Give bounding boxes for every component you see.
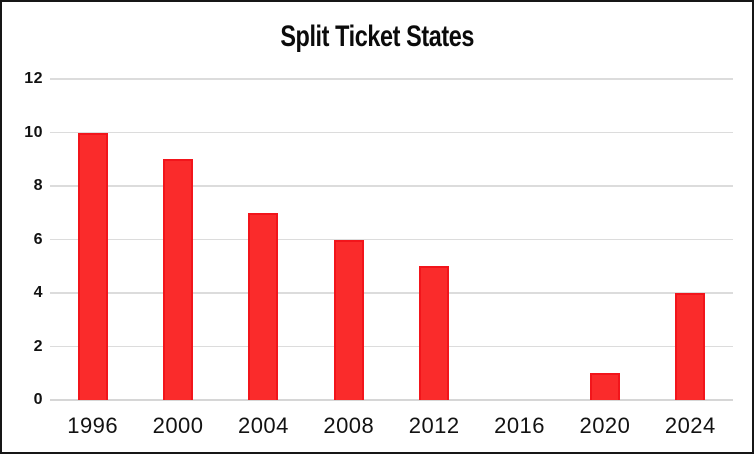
bar-2004: [248, 212, 279, 400]
x-axis-tick-label: 1996: [67, 413, 119, 438]
gridline-y-6: [50, 238, 733, 241]
x-axis-tick-label: 2024: [664, 413, 716, 438]
y-axis-tick-label: 4: [33, 284, 43, 301]
bar-2008: [333, 239, 364, 400]
x-axis-tick-label: 2000: [152, 413, 204, 438]
x-axis-tick-label: 2020: [579, 413, 631, 438]
gridline-y-10: [50, 131, 733, 134]
gridline-y-8: [50, 185, 733, 187]
x-axis-tick-label: 2004: [237, 413, 289, 438]
chart-title: Split Ticket States: [2, 20, 752, 59]
gridline-y-0: [50, 399, 733, 401]
y-axis-tick-label: 8: [33, 177, 43, 194]
chart-title-text: Split Ticket States: [280, 20, 474, 53]
bar-1996: [77, 132, 108, 400]
bar-2020: [589, 373, 620, 400]
y-axis-tick-label: 2: [33, 337, 43, 355]
bar-2012: [419, 266, 450, 400]
x-axis-tick-label: 2012: [408, 413, 460, 438]
y-axis-tick-label: 0: [33, 391, 43, 408]
bar-2000: [163, 159, 194, 400]
x-axis-tick-label: 2016: [494, 413, 546, 438]
y-axis-tick-label: 6: [33, 230, 43, 248]
gridline-y-2: [50, 345, 733, 348]
y-axis-tick-label: 12: [24, 70, 43, 87]
gridline-y-12: [50, 78, 733, 80]
x-axis-tick-label: 2008: [323, 413, 375, 438]
bar-2024: [675, 293, 706, 400]
y-axis-tick-label: 10: [24, 123, 43, 141]
gridline-y-4: [50, 292, 733, 294]
